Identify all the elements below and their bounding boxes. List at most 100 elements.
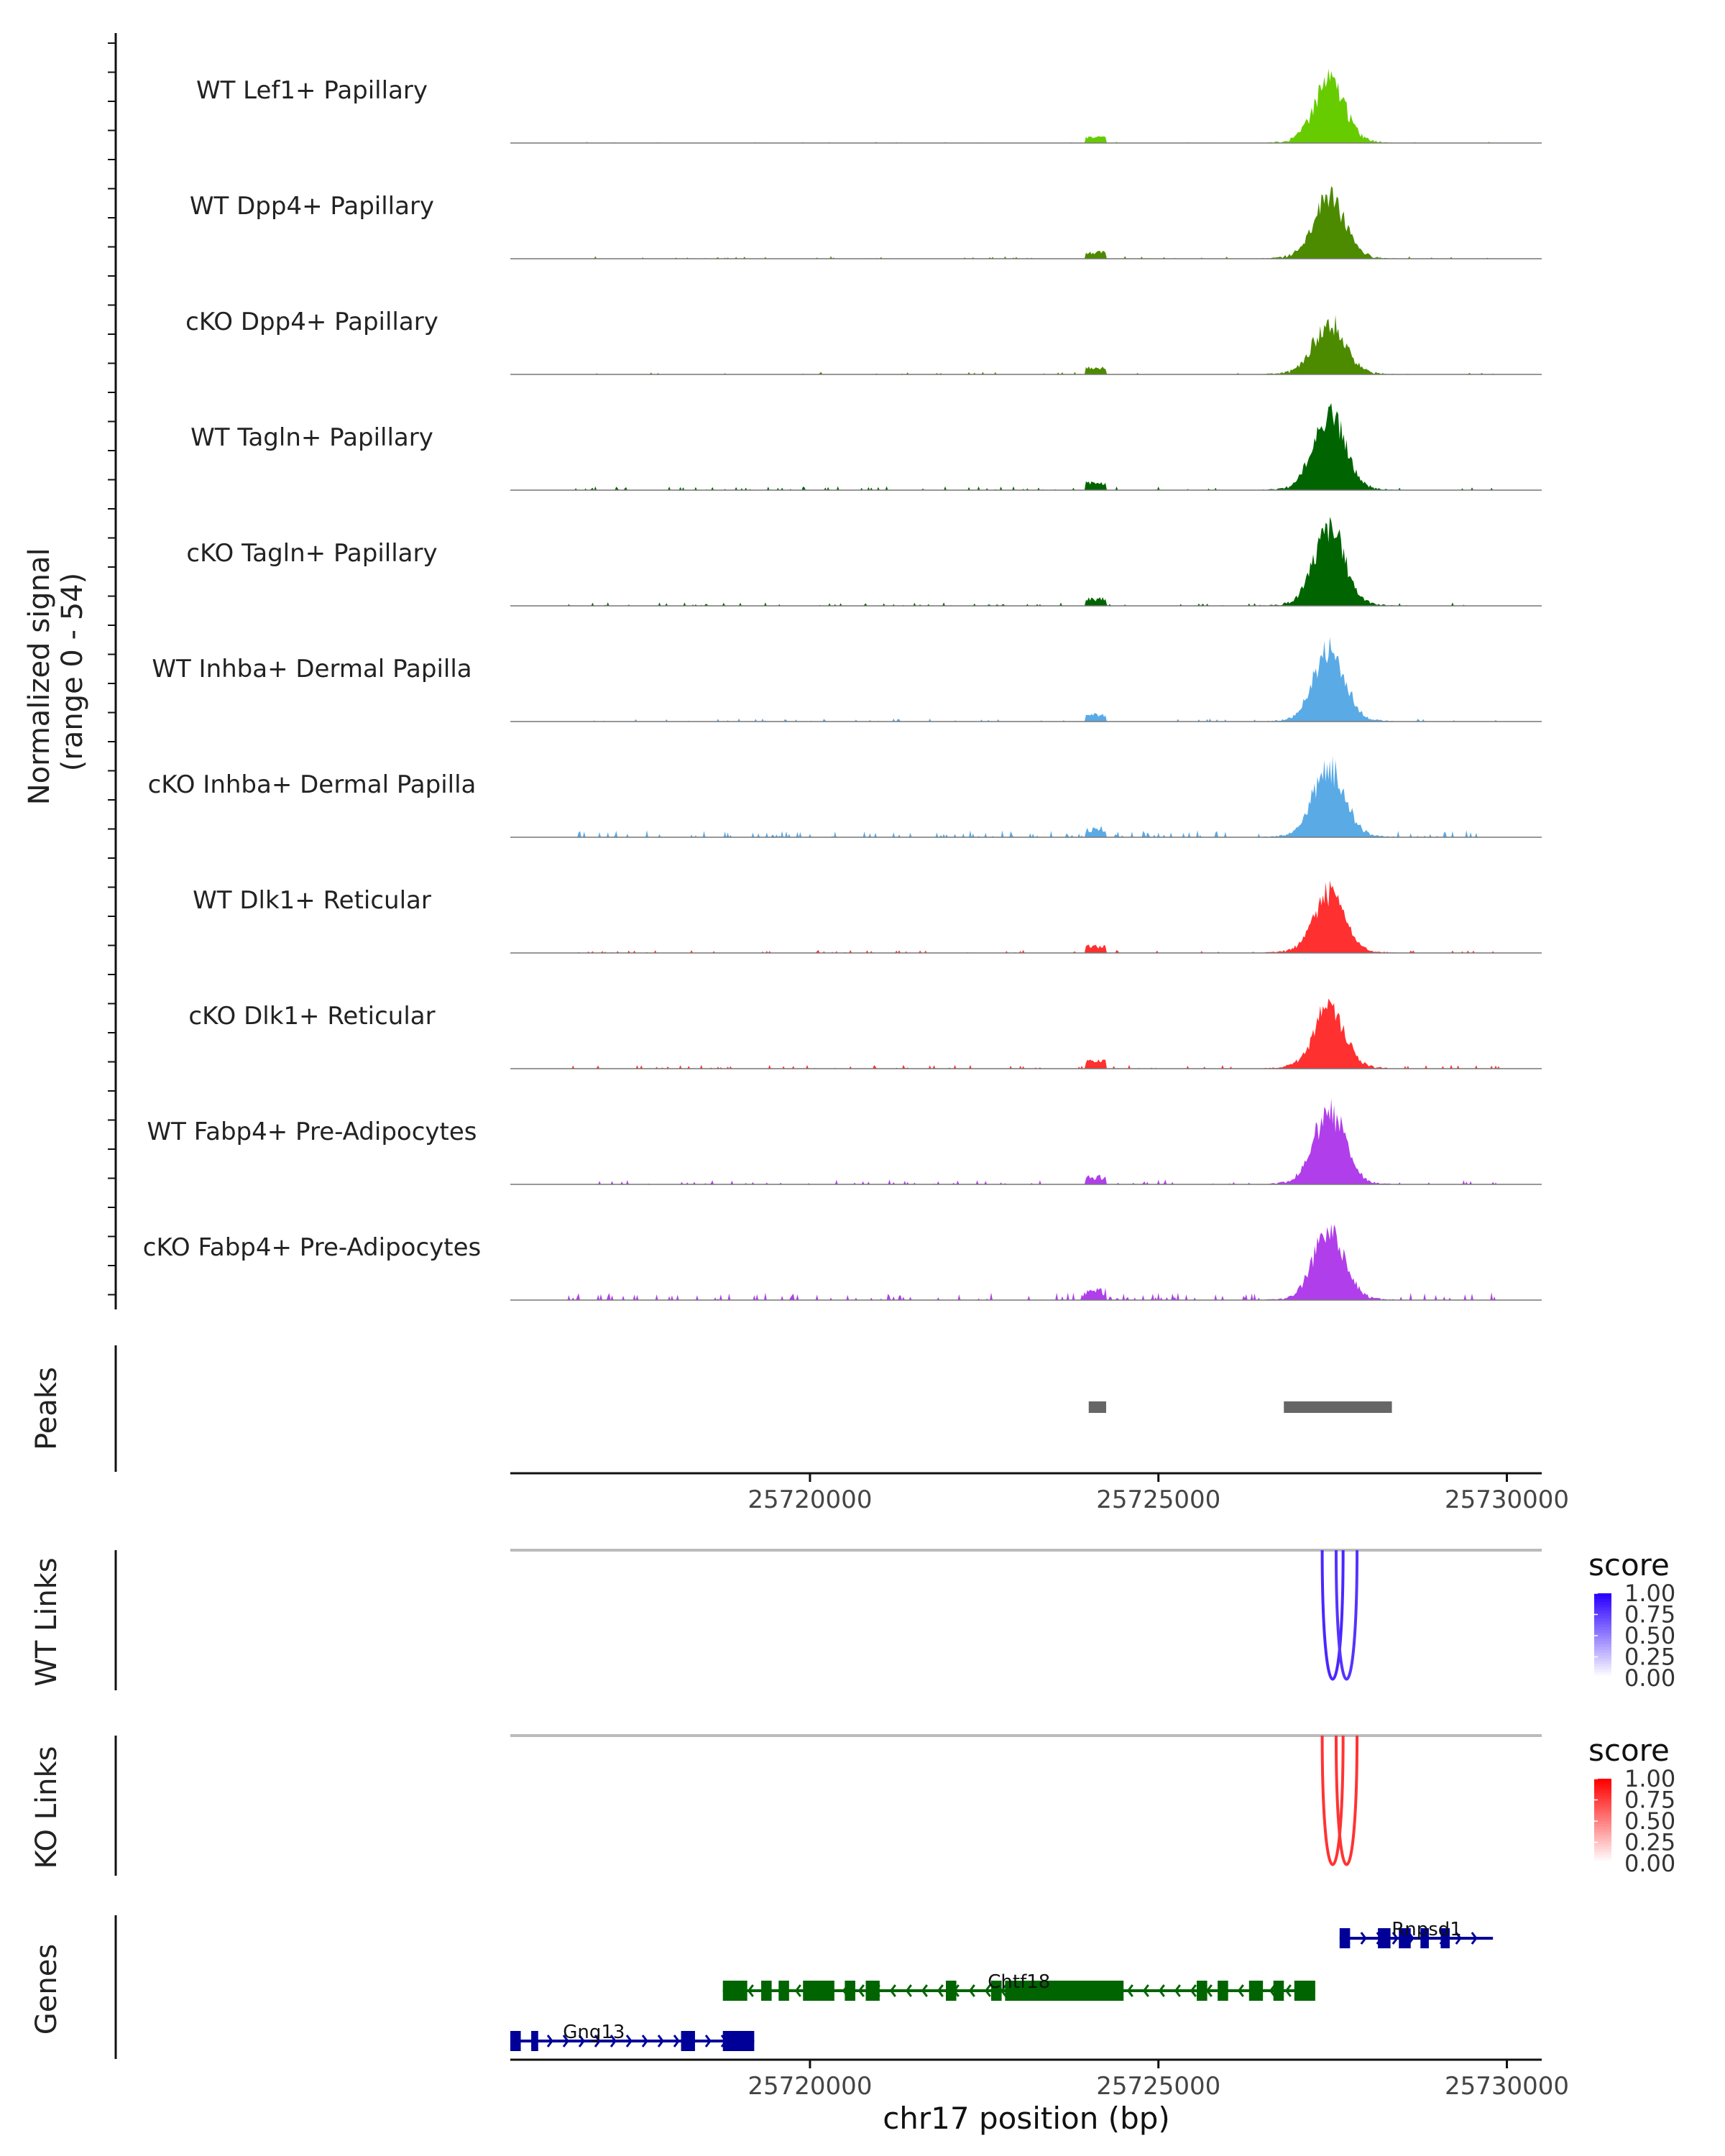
peaks-x-axis-ticks: 25720000 25725000 25730000 — [748, 1473, 1569, 1514]
legend-color-step — [1594, 1644, 1611, 1648]
gene-model: Rnpsd1 — [1339, 1919, 1494, 1948]
legend-color-step — [1594, 1646, 1611, 1651]
legend-tick-label: 0.25 — [1624, 1644, 1675, 1671]
legend-color-step — [1594, 1801, 1611, 1805]
gene-exon — [1378, 1928, 1391, 1948]
coverage-track: cKO Dpp4+ Papillary — [185, 308, 1542, 375]
gene-exon — [991, 1981, 1002, 2001]
gene-model: Chtf18 — [722, 1971, 1315, 2001]
coverage-tracks: WT Lef1+ Papillary WT Dpp4+ Papillary cKO … — [143, 68, 1542, 1301]
coverage-area — [510, 637, 1542, 722]
strand-arrow — [1471, 1932, 1478, 1945]
legend-color-step — [1594, 1636, 1611, 1639]
genes-x-axis-ticks: 25720000 25725000 25730000 — [748, 2060, 1569, 2101]
coverage-area — [510, 880, 1542, 953]
legend-color-step — [1594, 1861, 1611, 1864]
legend-color-step — [1594, 1675, 1611, 1679]
coverage-track-label: WT Lef1+ Papillary — [196, 76, 428, 105]
legend-tick-label: 0.75 — [1624, 1787, 1675, 1814]
x-tick-label: 25730000 — [1445, 2072, 1569, 2101]
strand-arrow — [1237, 1984, 1244, 1997]
x-tick-label: 25720000 — [748, 2072, 872, 2101]
peak-regions — [1088, 1401, 1392, 1413]
legend-color-step — [1594, 1669, 1611, 1673]
coverage-track: WT Tagln+ Papillary — [190, 402, 1542, 491]
coverage-track-label: cKO Dlk1+ Reticular — [188, 1002, 435, 1031]
legend-color-step — [1594, 1784, 1611, 1788]
strand-arrow — [747, 1984, 754, 1997]
coverage-area — [510, 315, 1542, 374]
coverage-track: WT Dpp4+ Papillary — [190, 186, 1542, 259]
strand-arrow — [1205, 1984, 1213, 1997]
coverage-area — [510, 1224, 1542, 1300]
gene-exon — [722, 1981, 748, 2001]
strand-arrow — [673, 2035, 680, 2047]
legend-color-step — [1594, 1779, 1611, 1782]
legend-color-step — [1594, 1832, 1611, 1836]
legend-color-step — [1594, 1661, 1611, 1664]
legend-color-step — [1594, 1641, 1611, 1645]
coverage-track: cKO Dlk1+ Reticular — [188, 998, 1542, 1069]
coverage-track: WT Fabp4+ Pre-Adipocytes — [147, 1098, 1542, 1185]
strand-arrow — [1174, 1984, 1181, 1997]
coverage-area — [510, 1098, 1542, 1184]
peaks-panel: Peaks 25720000 25725000 25730000 — [30, 1345, 1569, 1514]
gene-exon — [1248, 1981, 1264, 2001]
strand-arrow — [1392, 1932, 1399, 1945]
legend-color-step — [1594, 1613, 1611, 1617]
gene-exon — [1005, 1981, 1124, 2001]
peak-region — [1088, 1401, 1107, 1413]
legend-tick-label: 0.50 — [1624, 1807, 1675, 1835]
legend-color-step — [1594, 1664, 1611, 1667]
strand-arrow — [889, 1984, 896, 1997]
coverage-track: cKO Tagln+ Papillary — [186, 517, 1542, 607]
strand-arrow — [657, 2035, 664, 2047]
coverage-y-axis-label: Normalized signal (range 0 - 54) — [23, 539, 89, 806]
legend-color-step — [1594, 1826, 1611, 1830]
legend-color-step — [1594, 1781, 1611, 1785]
legend-color-step — [1594, 1855, 1611, 1858]
legend-color-step — [1594, 1607, 1611, 1611]
legend-color-step — [1594, 1630, 1611, 1634]
gene-exon — [1273, 1981, 1284, 2001]
legend-color-step — [1594, 1595, 1611, 1600]
legend-color-step — [1594, 1818, 1611, 1822]
legend-color-step — [1594, 1843, 1611, 1847]
legend-color-step — [1594, 1627, 1611, 1631]
link-arc — [1320, 1735, 1345, 1866]
gene-exon — [531, 2031, 538, 2051]
gene-exon — [510, 2031, 521, 2051]
link-arc — [1320, 1549, 1345, 1681]
legend-color-step — [1594, 1672, 1611, 1676]
legend-tick-label: 0.00 — [1624, 1664, 1675, 1692]
strand-arrow — [594, 2035, 601, 2047]
strand-arrow — [704, 2035, 712, 2047]
legend-color-step — [1594, 1838, 1611, 1842]
strand-arrow — [1284, 1984, 1292, 1997]
gene-exon — [1399, 1928, 1411, 1948]
gene-exon — [1197, 1981, 1208, 2001]
gene-exon — [681, 2031, 695, 2051]
gene-exon — [761, 1981, 772, 2001]
legend-color-step — [1594, 1621, 1611, 1625]
strand-arrow — [984, 1984, 991, 1997]
legend-tick-label: 0.25 — [1624, 1829, 1675, 1856]
strand-arrow — [857, 1984, 865, 1997]
strand-arrow — [905, 1984, 912, 1997]
strand-arrow — [1000, 1984, 1007, 1997]
legend-tick-label: 1.00 — [1624, 1580, 1675, 1607]
strand-arrow — [641, 2035, 648, 2047]
legend-color-step — [1594, 1624, 1611, 1628]
legend-color-step — [1594, 1593, 1611, 1597]
coverage-track-label: WT Dlk1+ Reticular — [193, 886, 431, 915]
legend-color-step — [1594, 1789, 1611, 1794]
legend-color-step — [1594, 1616, 1611, 1619]
peaks-track-label: Peaks — [30, 1367, 63, 1450]
strand-arrow — [1158, 1984, 1165, 1997]
gene-name-label: Gng13 — [563, 2022, 625, 2043]
legend-color-step — [1594, 1846, 1611, 1850]
legend-color-step — [1594, 1815, 1611, 1819]
legend-color-step — [1594, 1601, 1611, 1606]
legend-color-step — [1594, 1798, 1611, 1802]
gene-exon — [1218, 1981, 1228, 2001]
